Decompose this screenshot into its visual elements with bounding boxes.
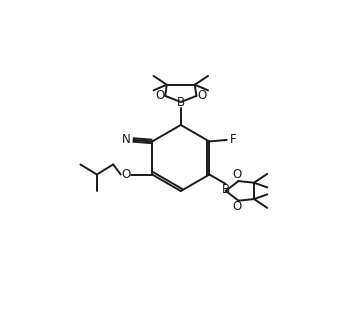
Text: O: O [232,168,242,181]
Text: O: O [198,89,207,102]
Text: O: O [155,89,164,102]
Text: B: B [222,183,230,196]
Text: O: O [232,200,242,214]
Text: B: B [177,96,185,109]
Text: N: N [122,133,131,146]
Text: F: F [230,133,237,146]
Text: O: O [122,168,131,181]
